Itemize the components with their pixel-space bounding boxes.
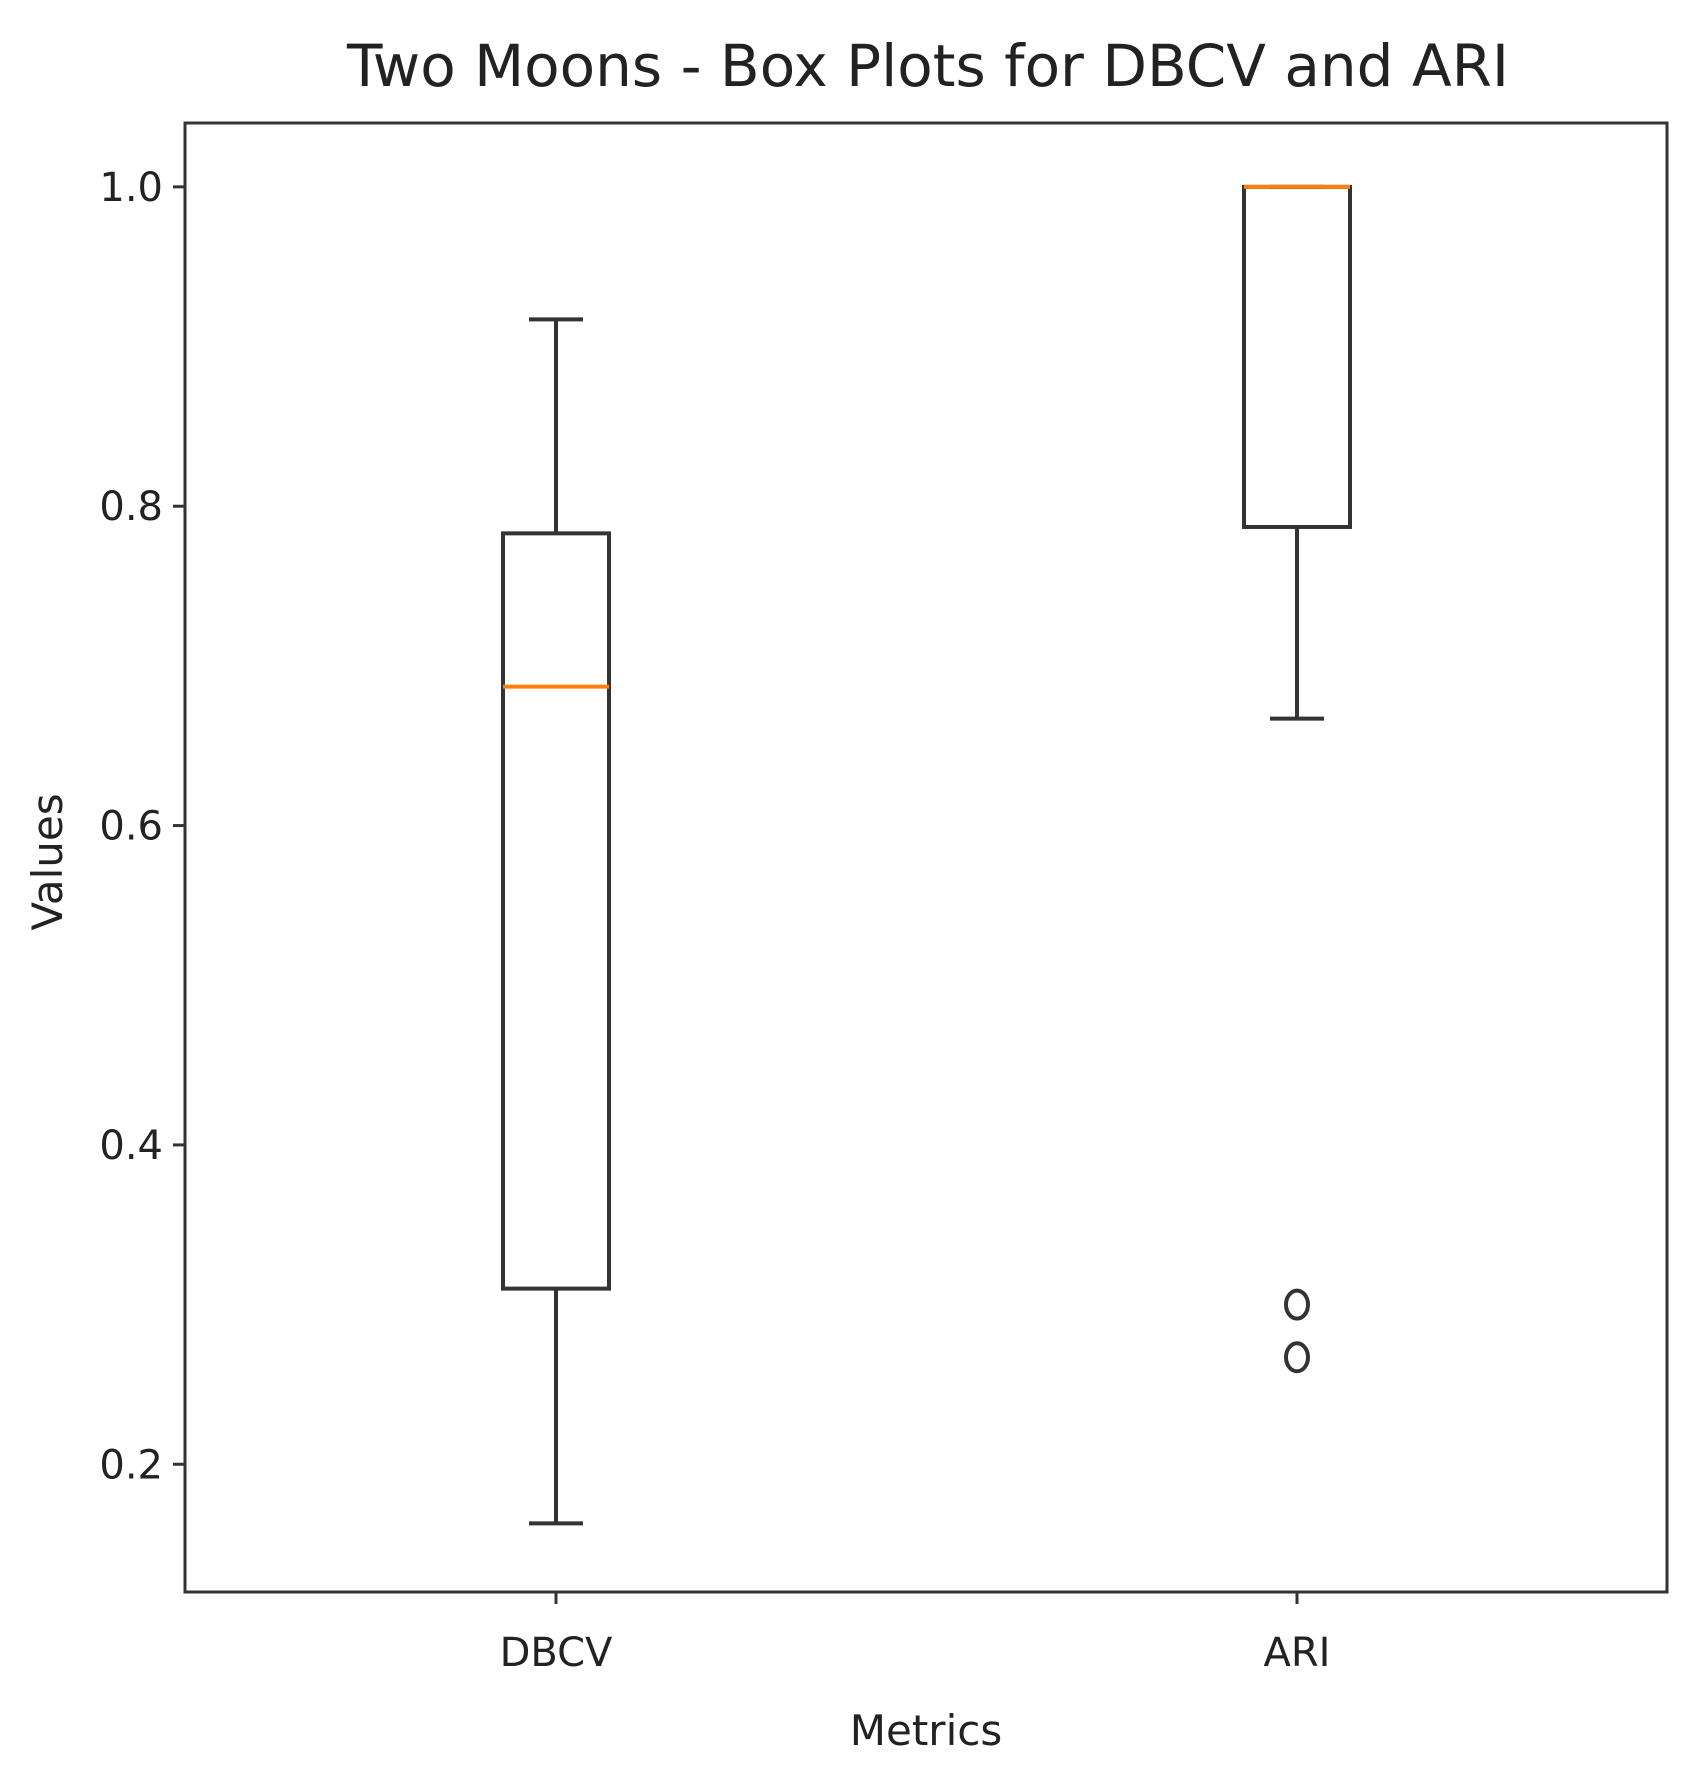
y-tick-label: 0.4 (99, 1123, 163, 1169)
y-axis: 0.2 0.4 0.6 0.8 1.0 (99, 165, 185, 1488)
y-tick-label: 0.8 (99, 484, 163, 530)
outlier-point (1284, 1341, 1310, 1374)
y-tick-label: 1.0 (99, 165, 163, 211)
y-axis-label: Values (23, 793, 72, 930)
chart-title: Two Moons - Box Plots for DBCV and ARI (346, 32, 1509, 100)
y-tick-label: 0.2 (99, 1442, 163, 1488)
box-series (501, 184, 1352, 1526)
x-tick-label: ARI (1264, 1630, 1331, 1676)
x-tick-label: DBCV (500, 1630, 613, 1676)
x-axis-label: Metrics (850, 1706, 1002, 1755)
x-axis: DBCV ARI (500, 1592, 1331, 1676)
plot-frame (183, 121, 1669, 1594)
box-dbcv (501, 317, 611, 1526)
interquartile-box (501, 531, 611, 1291)
y-tick-label: 0.6 (99, 804, 163, 850)
outlier-point (1284, 1288, 1310, 1321)
box-ari (1242, 184, 1352, 1374)
